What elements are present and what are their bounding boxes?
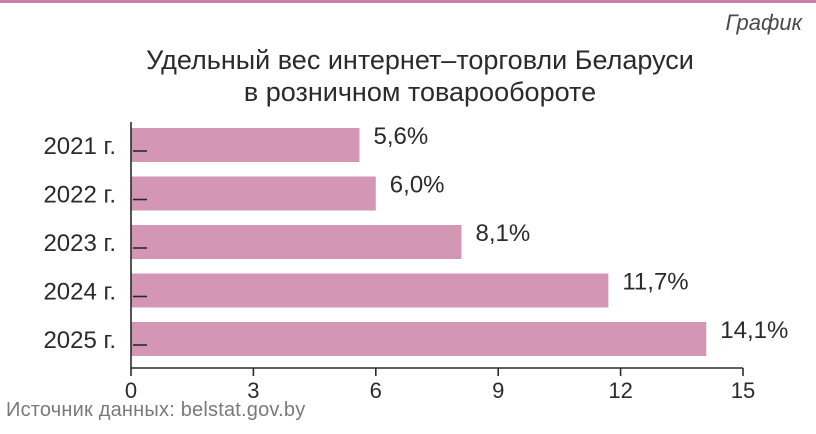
- chart-title: Удельный вес интернет–торговли Беларуси …: [0, 44, 816, 108]
- bar-3: [131, 225, 462, 259]
- category-label-3: 2023 г.: [43, 230, 116, 257]
- x-tick-label-9: 9: [492, 378, 504, 400]
- bar-chart: 2021 г. 5,6% 2022 г. 6,0% 2023 г. 8,1% 2024 г.…: [43, 122, 788, 400]
- x-tick-label-15: 15: [731, 378, 755, 400]
- category-label-4: 2024 г.: [43, 279, 116, 306]
- data-label-3: 8,1%: [475, 220, 530, 247]
- x-tick-label-12: 12: [608, 378, 632, 400]
- data-label-4: 11,7%: [622, 269, 688, 296]
- category-label-2: 2022 г.: [43, 182, 116, 209]
- data-label-2: 6,0%: [390, 172, 445, 199]
- data-label-1: 5,6%: [373, 123, 428, 150]
- bar-4: [131, 273, 609, 308]
- chart-tag: График: [725, 10, 802, 35]
- bar-2: [131, 176, 376, 211]
- category-label-1: 2021 г.: [43, 133, 116, 160]
- x-tick-label-6: 6: [370, 378, 382, 400]
- x-tick-label-0: 0: [125, 378, 137, 400]
- bar-1: [131, 128, 360, 162]
- top-accent-rule: [0, 0, 816, 3]
- bar-5: [131, 322, 707, 356]
- data-label-5: 14,1%: [720, 317, 788, 344]
- chart-title-line-1: Удельный вес интернет–торговли Беларуси: [146, 45, 694, 75]
- category-label-5: 2025 г.: [43, 327, 116, 354]
- x-tick-label-3: 3: [247, 378, 259, 400]
- chart-title-line-2: в розничном товарообороте: [243, 77, 597, 107]
- source-note: Источник данных: belstat.gov.by: [6, 399, 306, 421]
